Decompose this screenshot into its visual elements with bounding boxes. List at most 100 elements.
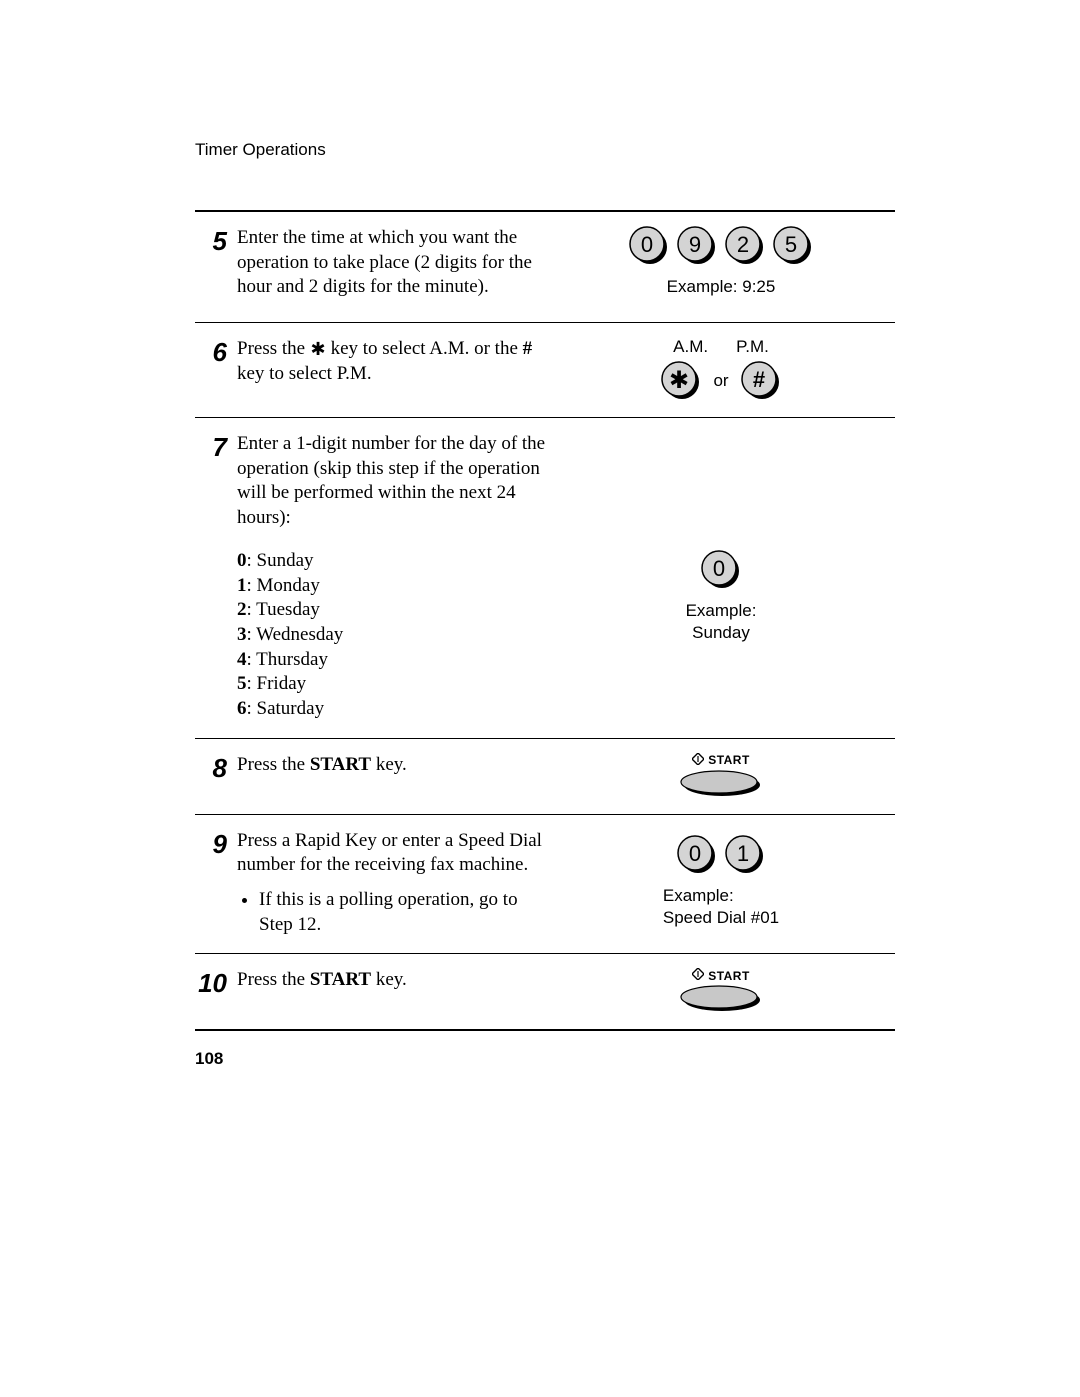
svg-text:0: 0 — [689, 841, 701, 866]
svg-text:✱: ✱ — [310, 341, 325, 357]
step-text: Press the START key. — [237, 753, 547, 798]
page-number: 108 — [195, 1049, 895, 1069]
am-label: A.M. — [673, 337, 708, 357]
hash-key: # — [741, 361, 781, 401]
text-frag: Press the — [237, 338, 310, 359]
start-text: START — [708, 969, 750, 983]
svg-text:0: 0 — [713, 556, 725, 581]
day-num: 3 — [237, 624, 247, 645]
step-number: 6 — [195, 337, 237, 401]
step-body: Enter a 1-digit number for the day of th… — [237, 432, 547, 531]
star-icon: ✱ — [310, 338, 326, 359]
day-row: 4: Thursday — [237, 648, 547, 673]
step-body: Enter the time at which you want the ope… — [237, 226, 547, 300]
keypad-key: 0 — [701, 550, 741, 590]
step-row: 8 Press the START key. START — [195, 739, 895, 815]
day-row: 5: Friday — [237, 672, 547, 697]
keypad-key: 2 — [725, 226, 765, 266]
bullet-item: If this is a polling operation, go to St… — [259, 888, 547, 937]
ampm-labels: A.M. P.M. — [673, 337, 769, 357]
svg-text:5: 5 — [785, 232, 797, 257]
step-row: 6 Press the ✱ key to select A.M. or the … — [195, 323, 895, 418]
day-list: 0: Sunday 1: Monday 2: Tuesday 3: Wednes… — [237, 549, 547, 722]
pm-label: P.M. — [736, 337, 769, 357]
step-graphic: 0 Example: Sunday — [547, 432, 895, 722]
day-name: : Thursday — [247, 649, 328, 670]
step-number: 8 — [195, 753, 237, 798]
day-name: : Sunday — [247, 550, 314, 571]
step-graphic: START — [547, 968, 895, 1013]
day-name: : Wednesday — [247, 624, 344, 645]
text-frag: Press the — [237, 754, 310, 775]
day-row: 6: Saturday — [237, 697, 547, 722]
day-row: 3: Wednesday — [237, 623, 547, 648]
day-num: 5 — [237, 673, 247, 694]
svg-text:9: 9 — [689, 232, 701, 257]
svg-text:0: 0 — [641, 232, 653, 257]
bold-word: START — [310, 969, 371, 990]
day-num: 4 — [237, 649, 247, 670]
step-number: 5 — [195, 226, 237, 306]
day-row: 0: Sunday — [237, 549, 547, 574]
keypad-key: 1 — [725, 835, 765, 875]
step-text: Press a Rapid Key or enter a Speed Dial … — [237, 829, 547, 938]
key-row: 0 9 2 5 — [629, 226, 813, 266]
key-row: 0 — [701, 550, 741, 590]
graphic-caption: Example: Sunday — [686, 600, 757, 644]
svg-text:2: 2 — [737, 232, 749, 257]
start-label: START — [692, 753, 750, 768]
step-row: 7 Enter a 1-digit number for the day of … — [195, 418, 895, 739]
step-text: Press the START key. — [237, 968, 547, 1013]
bullet-list: If this is a polling operation, go to St… — [237, 888, 547, 937]
text-frag: key. — [371, 754, 407, 775]
step-body: Press a Rapid Key or enter a Speed Dial … — [237, 829, 547, 878]
step-graphic: 0 1 Example: Speed Dial #01 — [547, 829, 895, 938]
step-number: 7 — [195, 432, 237, 722]
step-text: Enter the time at which you want the ope… — [237, 226, 547, 306]
keypad-key: 5 — [773, 226, 813, 266]
caption-line: Sunday — [692, 623, 750, 642]
section-header: Timer Operations — [195, 140, 895, 160]
or-label: or — [713, 371, 728, 391]
diamond-icon — [692, 753, 704, 768]
bold-word: START — [310, 754, 371, 775]
day-name: : Monday — [247, 575, 320, 596]
start-label: START — [692, 968, 750, 983]
svg-text:1: 1 — [737, 841, 749, 866]
start-text: START — [708, 753, 750, 767]
day-name: : Saturday — [247, 698, 325, 719]
text-frag: key to select A.M. or the — [326, 338, 523, 359]
hash-bold: # — [523, 338, 533, 359]
text-frag: key to select P.M. — [237, 363, 372, 384]
step-number: 10 — [195, 968, 237, 1013]
svg-text:✱: ✱ — [669, 367, 689, 394]
start-block: START — [679, 968, 763, 1013]
steps-list: 5 Enter the time at which you want the o… — [195, 210, 895, 1031]
graphic-caption: Example: Speed Dial #01 — [663, 885, 779, 929]
step-row: 9 Press a Rapid Key or enter a Speed Dia… — [195, 815, 895, 955]
start-button-icon — [679, 770, 763, 798]
caption-line: Example: — [686, 601, 757, 620]
step-text: Press the ✱ key to select A.M. or the # … — [237, 337, 547, 401]
star-key: ✱ — [661, 361, 701, 401]
keypad-key: 0 — [629, 226, 669, 266]
start-button-icon — [679, 985, 763, 1013]
ampm-keys: ✱ or # — [661, 361, 780, 401]
day-num: 1 — [237, 575, 247, 596]
svg-text:#: # — [752, 367, 764, 392]
day-name: : Tuesday — [247, 599, 320, 620]
step-graphic: START — [547, 753, 895, 798]
step-body: Press the START key. — [237, 753, 547, 778]
day-num: 6 — [237, 698, 247, 719]
keypad-key: 0 — [677, 835, 717, 875]
day-num: 0 — [237, 550, 247, 571]
diamond-icon — [692, 968, 704, 983]
step-text: Enter a 1-digit number for the day of th… — [237, 432, 547, 722]
step-body: Press the ✱ key to select A.M. or the # … — [237, 337, 547, 386]
step-number: 9 — [195, 829, 237, 938]
day-name: : Friday — [247, 673, 307, 694]
step-graphic: 0 9 2 5 Example: 9:25 — [547, 226, 895, 306]
text-frag: Press the — [237, 969, 310, 990]
step-row: 10 Press the START key. START — [195, 954, 895, 1031]
graphic-caption: Example: 9:25 — [667, 276, 776, 298]
